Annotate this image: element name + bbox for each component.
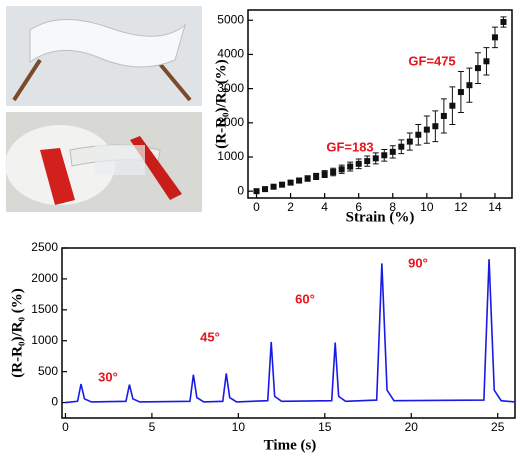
point xyxy=(355,160,362,167)
point xyxy=(262,186,269,193)
x-tick-label: 10 xyxy=(420,200,434,214)
x-tick-label: 25 xyxy=(491,420,505,434)
photo-sheet xyxy=(6,6,202,106)
y-tick-label: 1000 xyxy=(217,149,244,163)
y-tick-label: 1000 xyxy=(31,333,58,347)
point xyxy=(321,171,328,178)
point xyxy=(500,18,507,25)
y-axis-label: (R-R₀)/R₀ (%) xyxy=(213,59,229,148)
annotation: 60° xyxy=(295,291,315,306)
point xyxy=(440,112,447,119)
y-tick-label: 0 xyxy=(51,395,58,409)
x-tick-label: 0 xyxy=(253,200,260,214)
point xyxy=(449,102,456,109)
annotation: GF=475 xyxy=(408,53,455,68)
y-tick-label: 2000 xyxy=(217,115,244,129)
x-tick-label: 0 xyxy=(62,420,69,434)
y-tick-label: 4000 xyxy=(217,47,244,61)
point xyxy=(372,155,379,162)
point xyxy=(423,126,430,133)
y-tick-label: 500 xyxy=(38,364,58,378)
point xyxy=(313,173,320,180)
y-tick-label: 2500 xyxy=(31,240,58,254)
point xyxy=(406,138,413,145)
x-tick-label: 2 xyxy=(287,200,294,214)
point xyxy=(398,143,405,150)
x-tick-label: 4 xyxy=(321,200,328,214)
point xyxy=(330,169,337,176)
ruler xyxy=(95,145,145,175)
annotation: 45° xyxy=(200,329,220,344)
leg xyxy=(12,58,42,102)
y-tick-label: 5000 xyxy=(217,12,244,26)
sheet xyxy=(29,19,186,68)
point xyxy=(466,82,473,89)
x-axis-label: Time (s) xyxy=(264,437,317,453)
x-tick-label: 6 xyxy=(355,200,362,214)
point xyxy=(304,175,311,182)
point xyxy=(389,148,396,155)
x-tick-label: 10 xyxy=(232,420,246,434)
point xyxy=(415,131,422,138)
x-axis-label: Strain (%) xyxy=(346,209,415,225)
leg xyxy=(158,62,192,102)
point xyxy=(474,65,481,72)
x-tick-label: 14 xyxy=(488,200,502,214)
x-tick-label: 8 xyxy=(389,200,396,214)
y-tick-label: 3000 xyxy=(217,81,244,95)
point xyxy=(457,89,464,96)
point xyxy=(296,177,303,184)
x-tick-label: 15 xyxy=(318,420,332,434)
x-tick-label: 20 xyxy=(405,420,419,434)
point xyxy=(364,158,371,165)
clip xyxy=(40,148,75,205)
annotation: 90° xyxy=(408,255,428,270)
x-tick-label: 12 xyxy=(454,200,468,214)
point xyxy=(347,163,354,170)
annotation: GF=183 xyxy=(326,139,373,154)
point xyxy=(279,181,286,188)
point xyxy=(432,123,439,130)
y-axis-label: (R-R₀)/R₀ (%) xyxy=(9,288,25,377)
y-tick-label: 2000 xyxy=(31,271,58,285)
annotation: 30° xyxy=(98,369,118,384)
plot-frame xyxy=(61,247,516,419)
point xyxy=(270,183,277,190)
line xyxy=(65,259,516,404)
point xyxy=(491,34,498,41)
y-tick-label: 0 xyxy=(237,183,244,197)
point xyxy=(253,188,260,195)
point xyxy=(287,179,294,186)
point xyxy=(338,166,345,173)
x-tick-label: 5 xyxy=(149,420,156,434)
point xyxy=(381,152,388,159)
plot-frame xyxy=(247,9,513,199)
point xyxy=(483,58,490,65)
photo-finger xyxy=(5,112,202,212)
y-tick-label: 1500 xyxy=(31,302,58,316)
